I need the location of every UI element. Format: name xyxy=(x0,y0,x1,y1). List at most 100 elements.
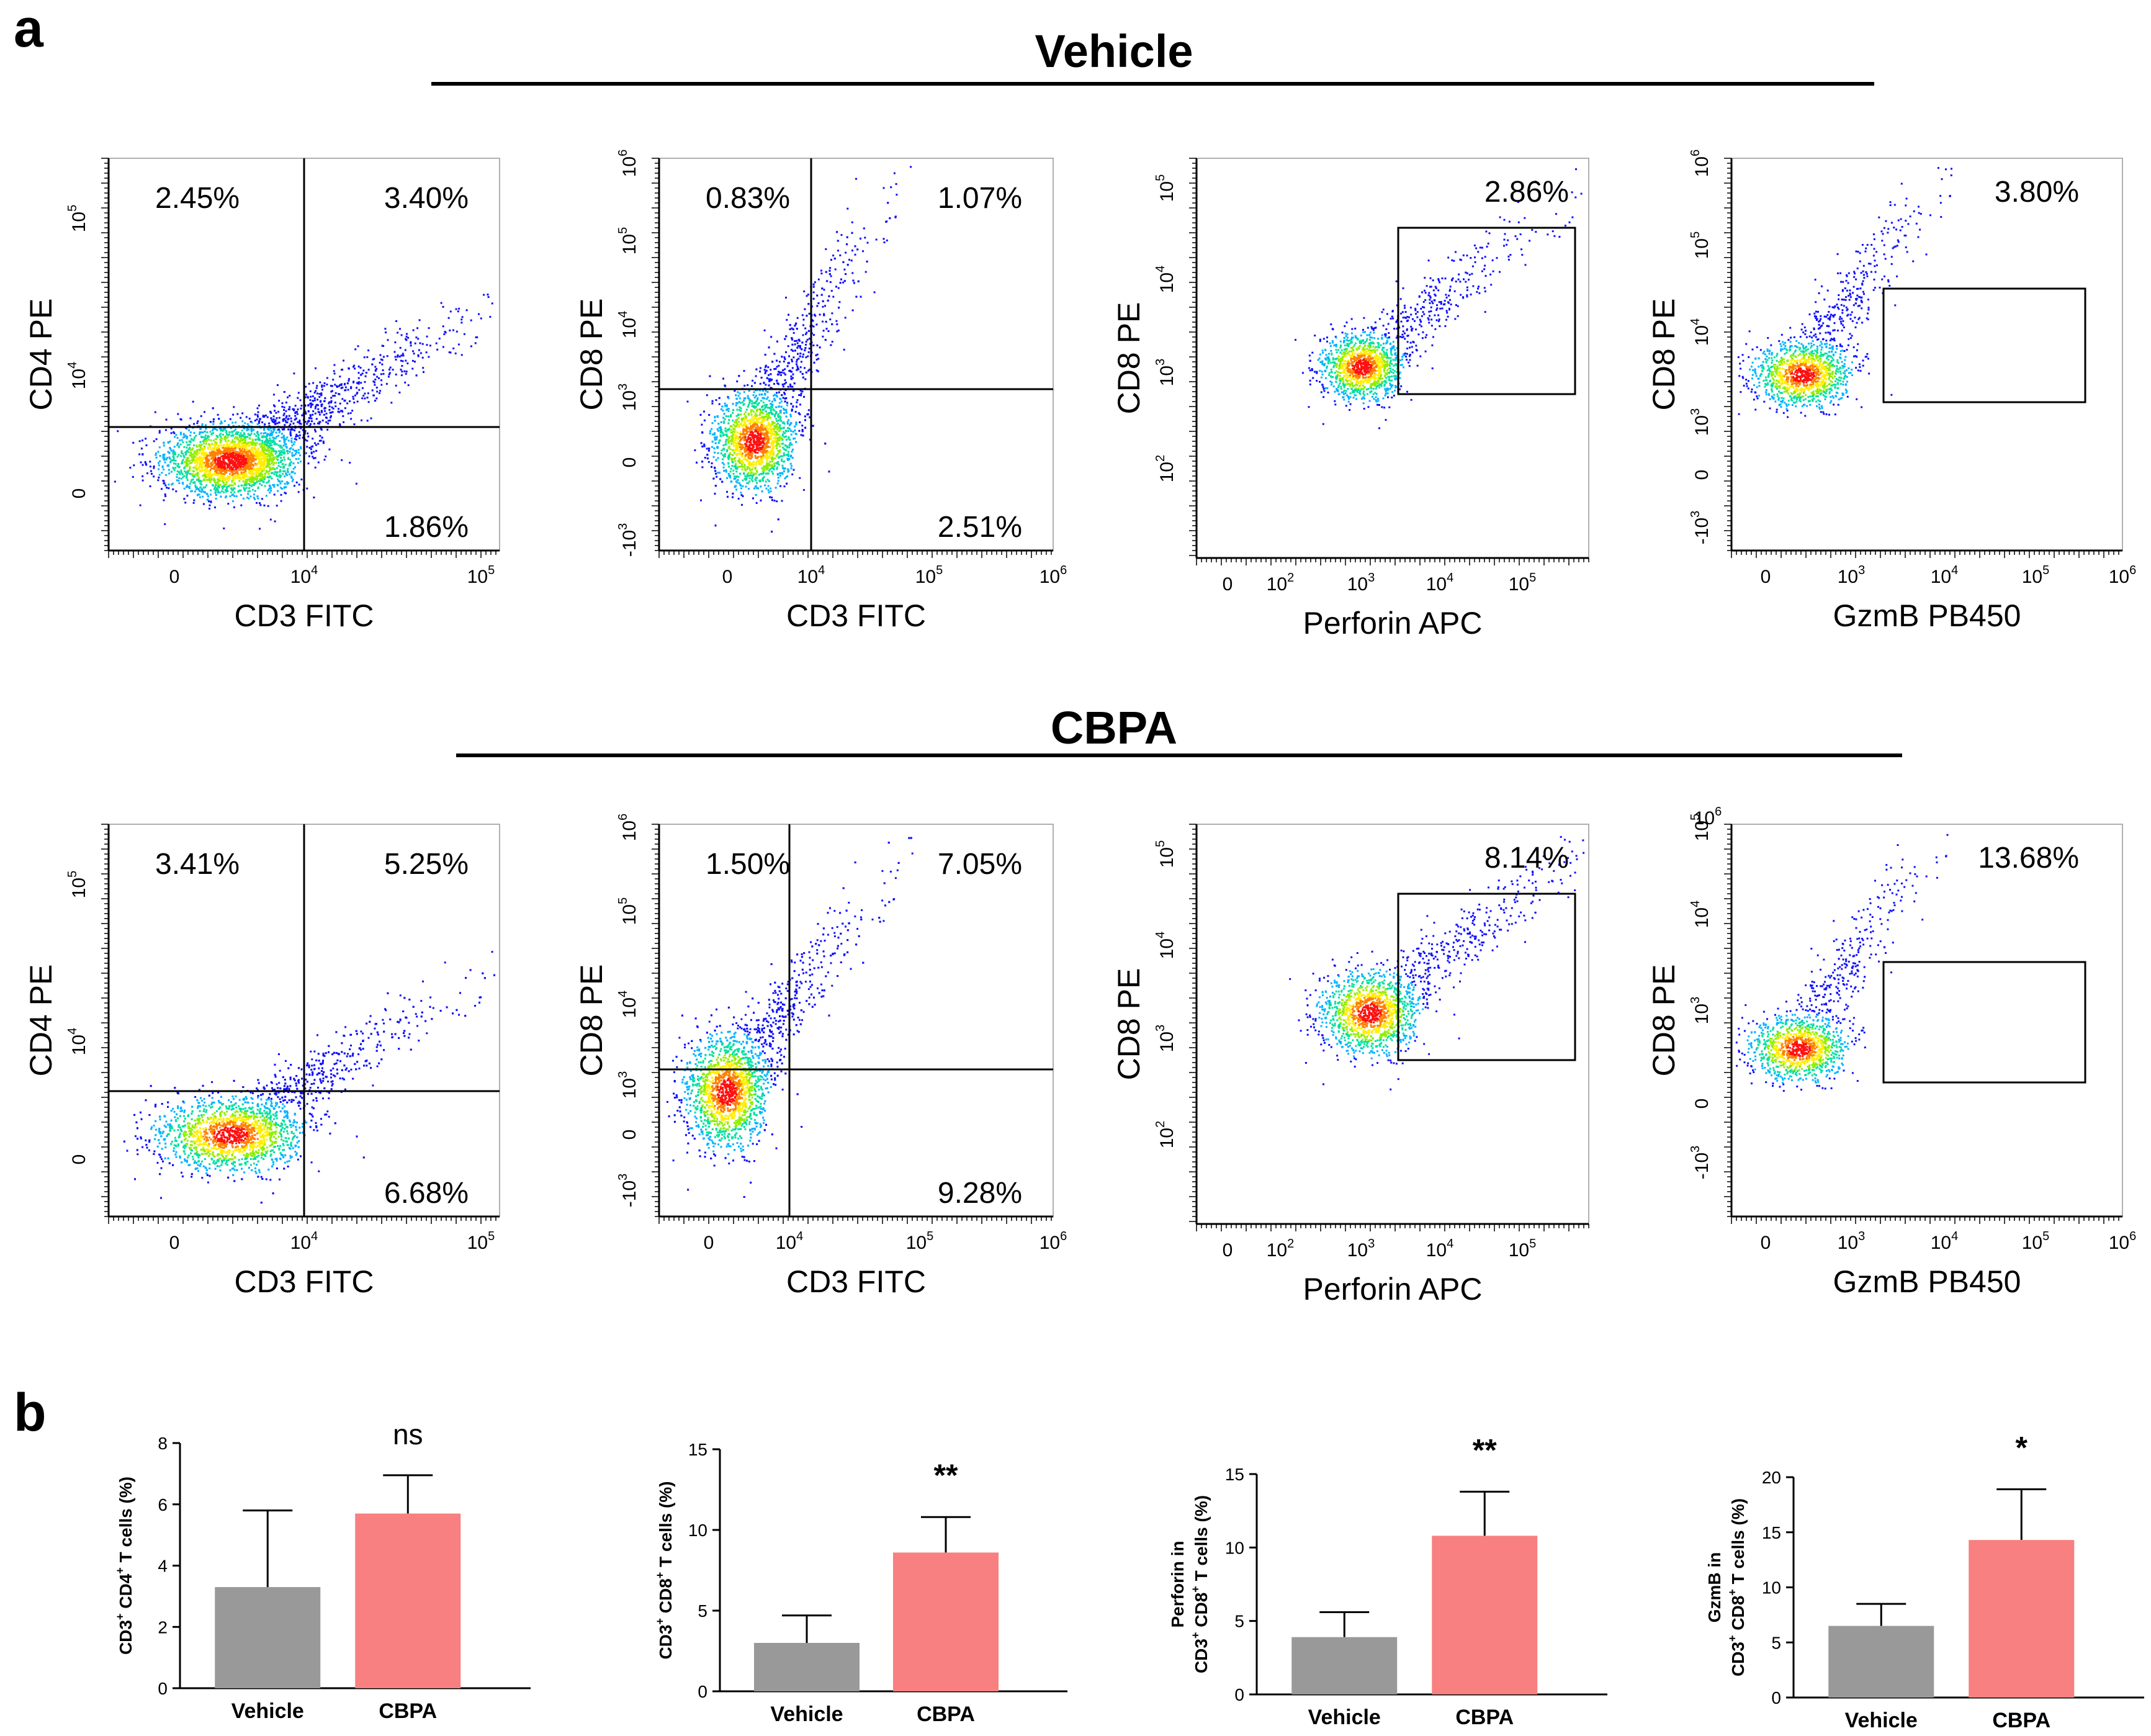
event-dot xyxy=(310,414,312,416)
event-dot xyxy=(300,405,302,407)
event-dot xyxy=(220,470,222,472)
event-dot xyxy=(254,477,256,479)
event-dot xyxy=(140,461,142,463)
event-dot xyxy=(138,454,140,456)
event-dot xyxy=(262,442,264,444)
event-dot xyxy=(217,483,219,485)
event-dot xyxy=(161,488,163,490)
event-dot xyxy=(185,454,187,456)
event-dot xyxy=(362,395,364,397)
event-dot xyxy=(166,487,168,488)
event-dot xyxy=(200,436,202,438)
event-dot xyxy=(197,475,199,477)
event-dot xyxy=(277,471,279,473)
event-dot xyxy=(321,389,323,390)
event-dot xyxy=(194,490,196,492)
event-dot xyxy=(221,422,223,424)
event-dot xyxy=(186,441,187,443)
event-dot xyxy=(132,442,134,444)
event-dot xyxy=(241,477,243,479)
event-dot xyxy=(153,440,155,442)
event-dot xyxy=(232,500,234,502)
event-dot xyxy=(229,473,231,475)
event-dot xyxy=(179,439,181,441)
event-dot xyxy=(318,462,320,464)
event-dot xyxy=(261,458,263,460)
event-dot xyxy=(336,385,338,387)
event-dot xyxy=(257,416,259,418)
event-dot xyxy=(247,423,249,425)
event-dot xyxy=(268,488,270,490)
event-dot xyxy=(225,440,227,442)
event-dot xyxy=(284,492,285,493)
event-dot xyxy=(199,483,201,485)
event-dot xyxy=(317,398,318,400)
event-dot xyxy=(238,469,240,471)
event-dot xyxy=(298,452,300,454)
event-dot xyxy=(235,433,237,434)
event-dot xyxy=(292,462,294,464)
event-dot xyxy=(284,441,285,443)
event-dot xyxy=(299,483,300,485)
event-dot xyxy=(406,336,408,338)
event-dot xyxy=(361,420,362,421)
event-dot xyxy=(312,414,313,416)
event-dot xyxy=(241,420,243,422)
event-dot xyxy=(214,506,216,508)
event-dot xyxy=(158,477,159,479)
event-dot xyxy=(244,436,246,438)
event-dot xyxy=(315,390,317,392)
event-dot xyxy=(221,490,223,492)
event-dot xyxy=(306,423,308,425)
event-dot xyxy=(448,317,450,319)
event-dot xyxy=(374,384,375,386)
event-dot xyxy=(173,433,175,434)
event-dot xyxy=(339,384,341,386)
event-dot xyxy=(226,434,228,436)
event-dot xyxy=(219,457,221,459)
event-dot xyxy=(196,464,198,466)
event-dot xyxy=(239,490,241,492)
event-dot xyxy=(326,384,328,385)
event-dot xyxy=(178,482,180,484)
event-dot xyxy=(236,495,238,497)
event-dot xyxy=(319,440,321,442)
event-dot xyxy=(266,495,267,497)
event-dot xyxy=(420,353,422,354)
event-dot xyxy=(285,438,287,440)
event-dot xyxy=(360,367,362,369)
event-dot xyxy=(243,498,245,500)
event-dot xyxy=(273,462,275,464)
event-dot xyxy=(193,423,195,425)
event-dot xyxy=(272,449,274,451)
event-dot xyxy=(270,487,272,489)
event-dot xyxy=(191,481,192,483)
event-dot xyxy=(406,362,408,364)
event-dot xyxy=(268,443,270,444)
event-dot xyxy=(422,357,424,359)
event-dot xyxy=(249,476,251,478)
event-dot xyxy=(282,449,284,451)
event-dot xyxy=(310,402,312,404)
event-dot xyxy=(240,494,242,496)
event-dot xyxy=(420,343,421,344)
event-dot xyxy=(400,354,402,356)
event-dot xyxy=(322,420,324,421)
event-dot xyxy=(269,434,271,436)
event-dot xyxy=(240,505,242,506)
event-dot xyxy=(259,528,261,529)
event-dot xyxy=(223,482,225,484)
event-dot xyxy=(286,436,288,438)
event-dot xyxy=(210,479,212,481)
event-dot xyxy=(449,330,451,331)
event-dot xyxy=(455,353,457,354)
event-dot xyxy=(374,366,376,368)
event-dot xyxy=(180,455,182,457)
event-dot xyxy=(383,356,385,358)
event-dot xyxy=(270,519,272,521)
event-dot xyxy=(364,393,366,395)
event-dot xyxy=(285,402,287,403)
event-dot xyxy=(283,409,285,411)
event-dot xyxy=(353,380,354,382)
event-dot xyxy=(255,435,257,437)
